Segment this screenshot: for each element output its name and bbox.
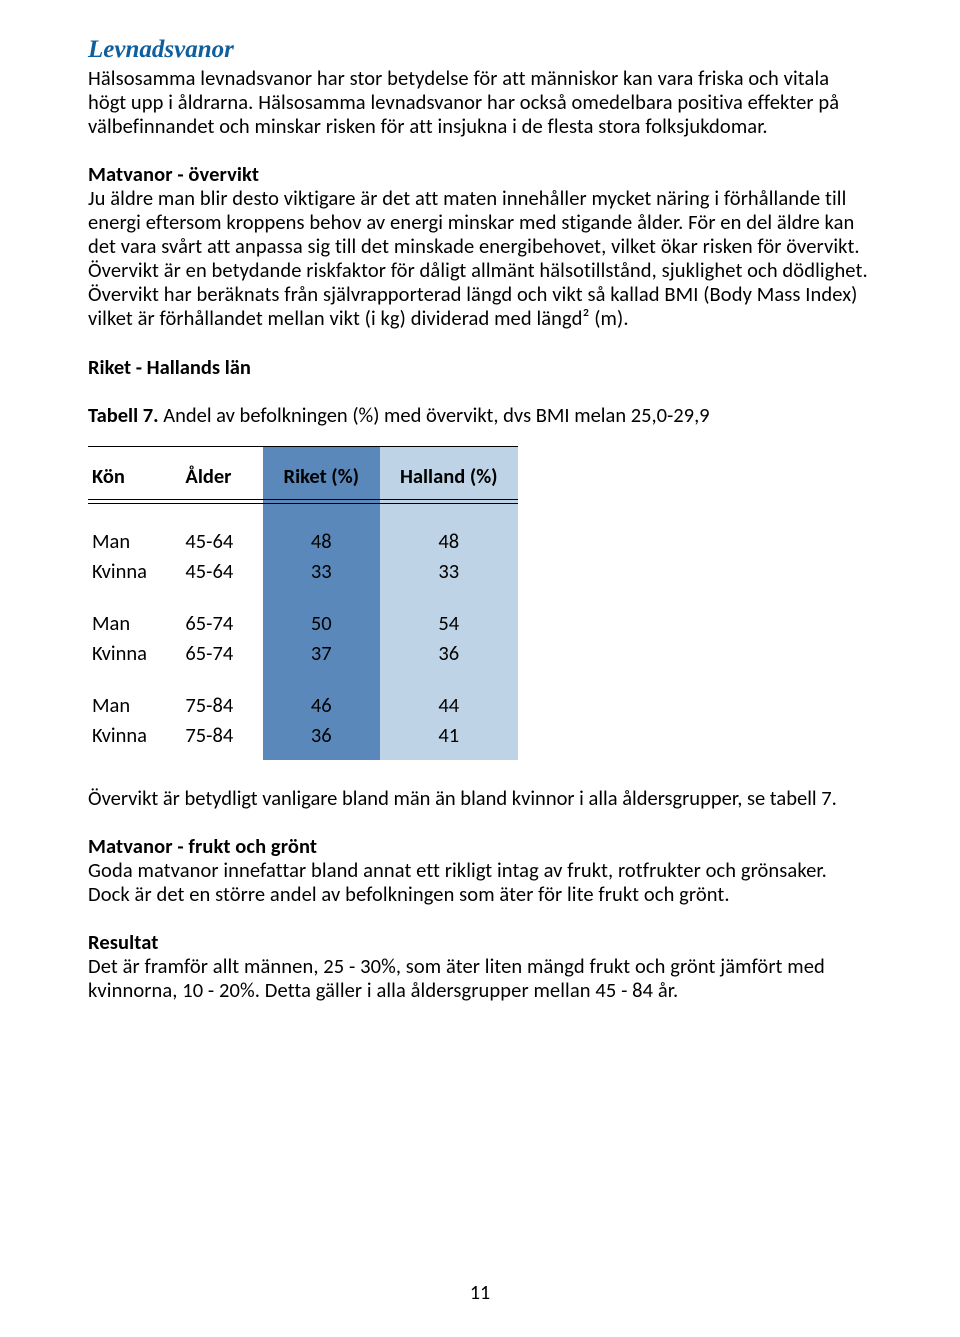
table-caption-bold: Tabell 7. <box>88 402 159 428</box>
col-head-halland: Halland (%) <box>380 447 518 497</box>
cell-kon: Man <box>88 526 181 556</box>
table-row: Kvinna 45-64 33 33 <box>88 556 518 586</box>
col-head-riket: Riket (%) <box>263 447 379 497</box>
table-row: Man 75-84 46 44 <box>88 690 518 720</box>
cell-halland: 54 <box>380 608 518 638</box>
resultat-section: Resultat Det är framför allt männen, 25 … <box>88 930 872 1002</box>
frukt-section: Matvanor - frukt och grönt Goda matvanor… <box>88 834 872 906</box>
cell-halland: 41 <box>380 720 518 750</box>
matvanor-heading: Matvanor - övervikt <box>88 161 259 187</box>
cell-riket: 33 <box>263 556 379 586</box>
cell-alder: 65-74 <box>181 638 263 668</box>
cell-alder: 45-64 <box>181 556 263 586</box>
gap-row <box>88 586 518 608</box>
gap-row <box>88 668 518 690</box>
cell-riket: 50 <box>263 608 379 638</box>
cell-halland: 44 <box>380 690 518 720</box>
cell-riket: 46 <box>263 690 379 720</box>
frukt-heading: Matvanor - frukt och grönt <box>88 833 317 859</box>
page-number: 11 <box>0 1281 960 1305</box>
table-7: Kön Ålder Riket (%) Halland (%) Man 45-6… <box>88 446 518 760</box>
frukt-body: Goda matvanor innefattar bland annat ett… <box>88 857 827 907</box>
data-table: Kön Ålder Riket (%) Halland (%) Man 45-6… <box>88 447 518 760</box>
riket-heading: Riket - Hallands län <box>88 354 872 380</box>
matvanor-section: Matvanor - övervikt Ju äldre man blir de… <box>88 162 872 330</box>
cell-riket: 36 <box>263 720 379 750</box>
gap-row <box>88 750 518 760</box>
cell-kon: Man <box>88 608 181 638</box>
section-title: Levnadsvanor <box>88 36 872 64</box>
cell-riket: 37 <box>263 638 379 668</box>
gap-row <box>88 504 518 526</box>
cell-kon: Kvinna <box>88 556 181 586</box>
cell-alder: 75-84 <box>181 720 263 750</box>
after-table-paragraph: Övervikt är betydligt vanligare bland mä… <box>88 786 872 810</box>
intro-paragraph: Hälsosamma levnadsvanor har stor betydel… <box>88 66 872 138</box>
cell-halland: 48 <box>380 526 518 556</box>
cell-alder: 75-84 <box>181 690 263 720</box>
cell-halland: 33 <box>380 556 518 586</box>
resultat-body: Det är framför allt männen, 25 - 30%, so… <box>88 953 825 1003</box>
col-head-kon: Kön <box>88 447 181 497</box>
table-row: Kvinna 75-84 36 41 <box>88 720 518 750</box>
cell-riket: 48 <box>263 526 379 556</box>
table-caption-rest: Andel av befolkningen (%) med övervikt, … <box>159 402 710 428</box>
cell-alder: 45-64 <box>181 526 263 556</box>
table-row: Kvinna 65-74 37 36 <box>88 638 518 668</box>
table-caption: Tabell 7. Andel av befolkningen (%) med … <box>88 402 872 428</box>
cell-alder: 65-74 <box>181 608 263 638</box>
table-row: Man 45-64 48 48 <box>88 526 518 556</box>
cell-kon: Kvinna <box>88 720 181 750</box>
resultat-heading: Resultat <box>88 929 159 955</box>
table-row: Man 65-74 50 54 <box>88 608 518 638</box>
header-rule <box>88 497 518 504</box>
cell-kon: Kvinna <box>88 638 181 668</box>
page: Levnadsvanor Hälsosamma levnadsvanor har… <box>0 0 960 1337</box>
cell-kon: Man <box>88 690 181 720</box>
col-head-alder: Ålder <box>181 447 263 497</box>
matvanor-body: Ju äldre man blir desto viktigare är det… <box>88 185 868 331</box>
cell-halland: 36 <box>380 638 518 668</box>
table-header-row: Kön Ålder Riket (%) Halland (%) <box>88 447 518 497</box>
